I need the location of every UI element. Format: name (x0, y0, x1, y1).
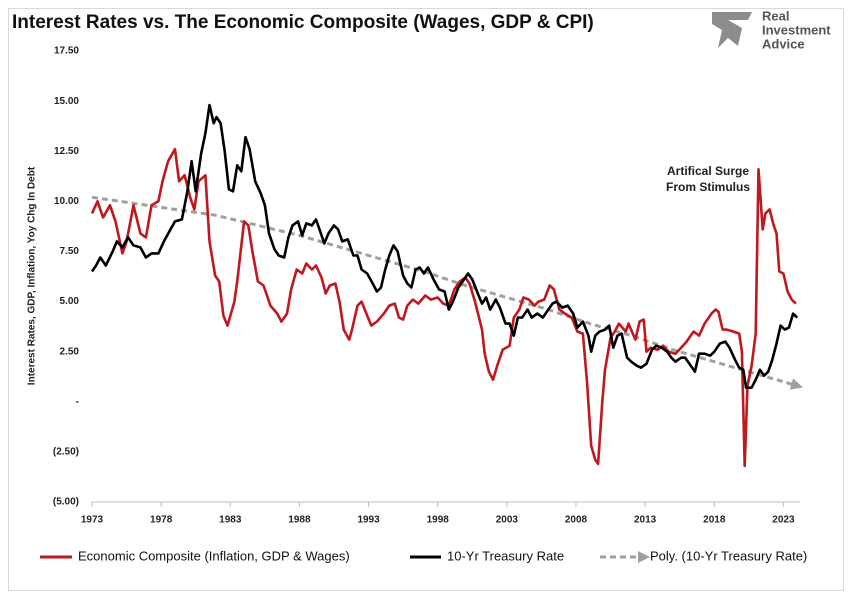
x-tick-label: 2008 (565, 515, 588, 526)
x-tick-label: 1983 (219, 515, 242, 526)
x-tick-label: 2003 (496, 515, 519, 526)
annotation: From Stimulus (666, 180, 750, 194)
x-tick-label: 1973 (81, 515, 104, 526)
legend-label: Poly. (10-Yr Treasury Rate) (650, 548, 807, 563)
x-tick-label: 1978 (150, 515, 173, 526)
y-tick-label: (2.50) (53, 447, 79, 458)
logo: Real Investment Advice (712, 8, 831, 51)
y-tick-label: 10.00 (54, 196, 79, 207)
x-tick-label: 1998 (427, 515, 450, 526)
x-tick-label: 1993 (357, 515, 380, 526)
legend-label: Economic Composite (Inflation, GDP & Wag… (78, 548, 350, 563)
series-line (90, 103, 799, 389)
y-tick-label: 12.50 (54, 146, 79, 157)
y-tick-label: 15.00 (54, 96, 79, 107)
y-tick-label: 5.00 (60, 296, 80, 307)
legend-label: 10-Yr Treasury Rate (447, 548, 564, 563)
y-tick-label: 17.50 (54, 46, 79, 57)
logo-text: Advice (762, 36, 805, 51)
x-tick-label: 2023 (772, 515, 795, 526)
frame (8, 8, 844, 591)
annotation: Artifical Surge (667, 164, 749, 178)
y-axis-label: Interest Rates, GDP, Inflation, Yoy Chg … (27, 166, 38, 385)
logo-text: Investment (762, 22, 831, 37)
x-tick-label: 1988 (288, 515, 311, 526)
y-tick-label: 2.50 (60, 346, 80, 357)
chart-title: Interest Rates vs. The Economic Composit… (12, 12, 594, 33)
logo-mark (712, 12, 752, 48)
y-tick-label: 7.50 (60, 246, 80, 257)
y-tick-label: - (76, 396, 79, 407)
x-tick-label: 2013 (634, 515, 657, 526)
logo-text: Real (762, 8, 789, 23)
x-tick-label: 2018 (703, 515, 726, 526)
y-tick-label: (5.00) (53, 497, 79, 508)
series-line (91, 195, 803, 390)
